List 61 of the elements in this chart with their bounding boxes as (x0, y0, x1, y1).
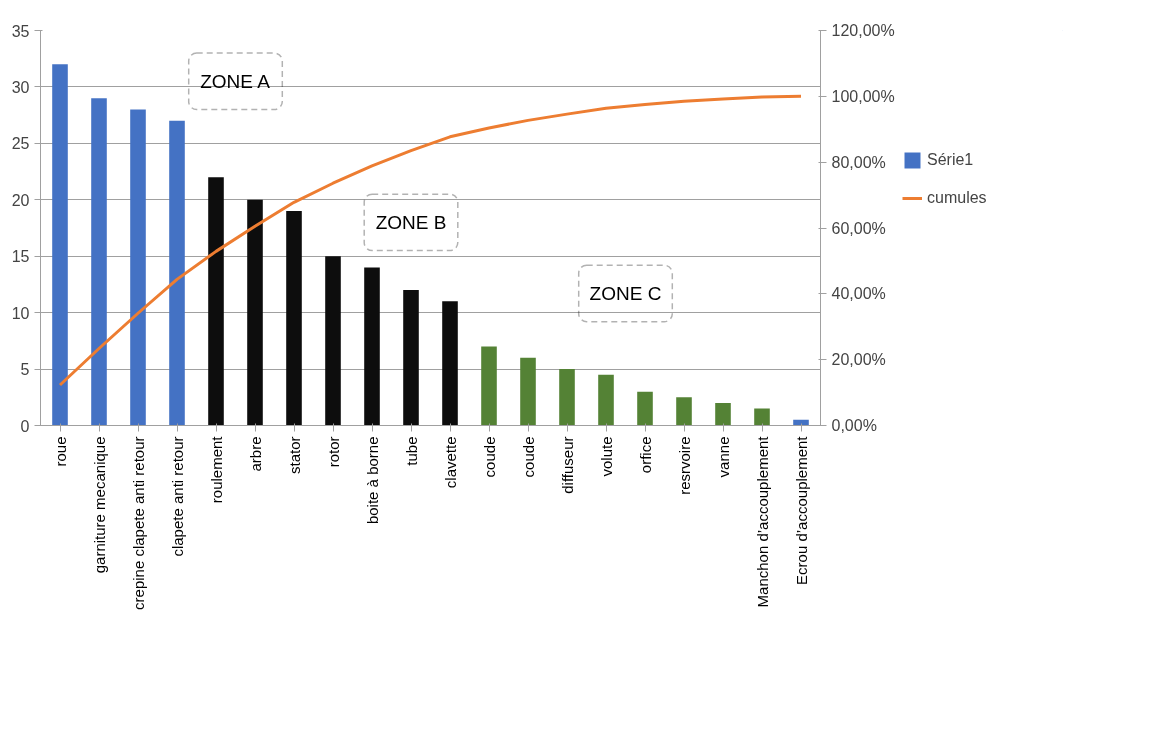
bar (208, 177, 224, 426)
bar (520, 357, 536, 426)
x-tick-label: clavette (441, 436, 459, 489)
x-tick-label: arbre (246, 436, 264, 472)
y-tick-label: 30 (11, 78, 30, 96)
bar (286, 211, 302, 426)
y2-tick-label: 20,00% (831, 351, 886, 369)
y-tick-label: 35 (11, 22, 30, 40)
y-tick-label: 15 (11, 248, 30, 266)
x-tick-label: garniture mecanique (90, 436, 108, 574)
x-tick-label: roulement (207, 435, 225, 504)
annotation: ZONE B (375, 211, 447, 233)
bar (715, 402, 731, 426)
x-tick-label: Ecrou d’accouplement (792, 435, 810, 585)
y2-tick-label: 0,00% (831, 417, 877, 434)
y2-tick-label: 40,00% (831, 285, 886, 303)
x-tick-label: Manchon d’accouplement (753, 435, 771, 608)
line-series (58, 94, 803, 387)
bar (364, 267, 380, 426)
y2-tick-label: 120,00% (831, 22, 895, 39)
legend-label: cumules (927, 189, 987, 207)
y2-tick-label: 100,00% (831, 87, 895, 105)
x-tick-label: stator (285, 436, 303, 475)
bar (325, 256, 341, 426)
bar (559, 369, 575, 426)
y-tick-label: 25 (11, 135, 30, 153)
x-tick-label: crepine clapete anti retour (129, 436, 147, 610)
x-tick-label: vanne (714, 436, 732, 478)
legend-label: Série1 (927, 151, 974, 169)
bar (442, 301, 458, 426)
y2-tick-label: 60,00% (831, 219, 886, 237)
x-tick-label: clapete anti retour (168, 436, 186, 557)
y-tick-label: 10 (11, 304, 30, 322)
bar (676, 397, 692, 426)
x-tick-label: diffuseur (558, 436, 576, 494)
x-tick-label: coude (480, 436, 498, 478)
bar (52, 64, 68, 426)
y2-tick-label: 80,00% (831, 153, 886, 171)
x-tick-label: tube (402, 436, 420, 466)
x-tick-label: boite à borne (363, 436, 381, 525)
bar (130, 109, 146, 426)
x-tick-label: roue (51, 436, 69, 467)
x-tick-label: rotor (324, 436, 342, 468)
x-tick-label: resrvoire (675, 436, 693, 495)
annotation: ZONE A (200, 70, 271, 92)
bar (793, 419, 809, 426)
bar (637, 391, 653, 426)
bar (598, 374, 614, 426)
annotation: ZONE C (589, 282, 662, 304)
x-tick-label: coude (519, 436, 537, 478)
bar (403, 290, 419, 426)
bar (754, 408, 770, 426)
x-tick-label: volute (597, 436, 615, 477)
bar (481, 346, 497, 426)
y-tick-label: 5 (20, 361, 30, 379)
bar (91, 98, 107, 426)
bar (169, 120, 185, 426)
y-tick-label: 20 (11, 191, 30, 209)
x-tick-label: orfice (636, 436, 654, 474)
bar (247, 199, 263, 426)
y-tick-label: 0 (20, 417, 30, 435)
